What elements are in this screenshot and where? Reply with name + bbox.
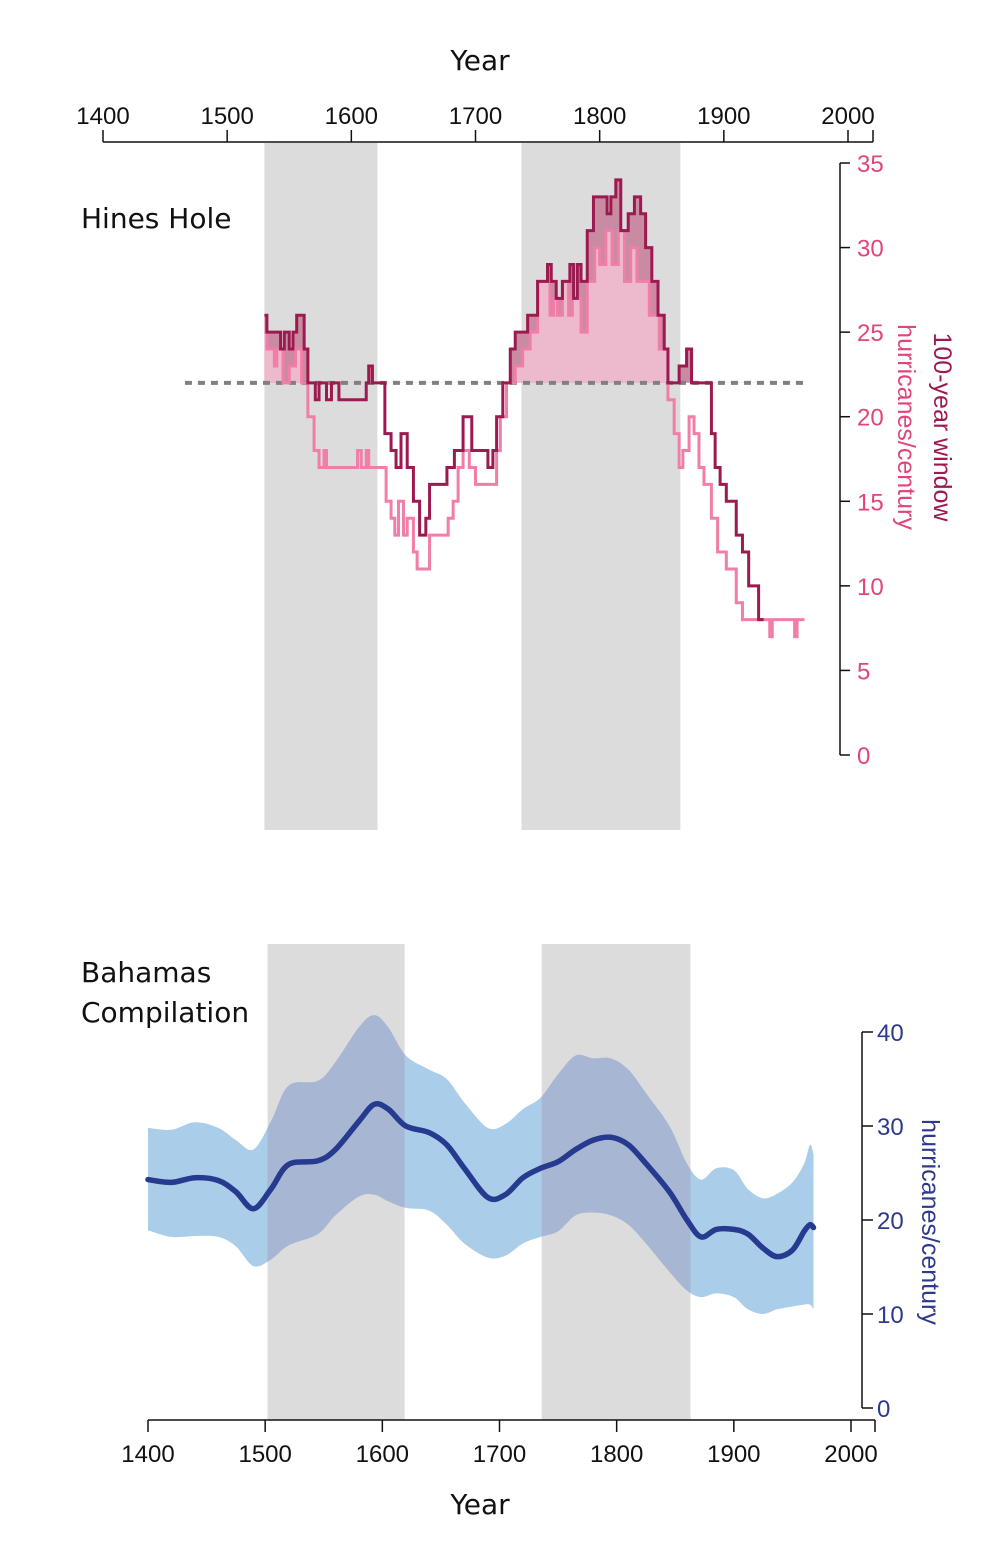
x-tick-label: 1900 bbox=[707, 1441, 760, 1468]
x-tick-label: 2000 bbox=[824, 1441, 877, 1468]
x-tick-label: 1400 bbox=[76, 103, 129, 130]
y-tick-label: 30 bbox=[857, 236, 884, 263]
y-tick-label: 40 bbox=[877, 1020, 904, 1047]
chart-title-line2: Compilation bbox=[81, 996, 249, 1029]
mean-line bbox=[145, 1101, 817, 1260]
bottom-x-axis-title: Year bbox=[449, 1488, 510, 1521]
bottom-x-axis: 1400 1500 1600 1700 1800 1900 2000 bbox=[121, 1419, 878, 1468]
y-tick-label: 5 bbox=[857, 658, 870, 685]
y-tick-label: 15 bbox=[857, 489, 884, 516]
y-tick-label: 10 bbox=[877, 1302, 904, 1329]
light-series-fill bbox=[264, 230, 668, 383]
y-tick-label: 20 bbox=[877, 1208, 904, 1235]
dark-series-line bbox=[264, 178, 764, 622]
x-tick-label: 1900 bbox=[697, 103, 750, 130]
bottom-y-axis-title: hurricanes/century bbox=[916, 1119, 944, 1325]
y-tick-label: 25 bbox=[857, 320, 884, 347]
x-tick-label: 1600 bbox=[356, 1441, 409, 1468]
x-tick-label: 1700 bbox=[449, 103, 502, 130]
chart-title-line1: Bahamas bbox=[81, 956, 211, 989]
y-tick-label: 35 bbox=[857, 151, 884, 178]
y-tick-label: 30 bbox=[877, 1114, 904, 1141]
chart-title-hines-hole: Hines Hole bbox=[81, 202, 232, 235]
y-axis-title-line1: 100-year window bbox=[928, 333, 956, 523]
confidence-band-area bbox=[148, 1015, 814, 1314]
y-tick-label: 0 bbox=[857, 743, 870, 770]
x-tick-label: 1600 bbox=[325, 103, 378, 130]
top-x-axis-title: Year bbox=[449, 44, 510, 77]
mean-line-group bbox=[145, 1101, 817, 1260]
bahamas-compilation-chart: 1400 1500 1600 1700 1800 1900 2000 0 10 20 30 40 Y… bbox=[81, 944, 944, 1521]
x-tick-label: 1500 bbox=[200, 103, 253, 130]
y-tick-label: 10 bbox=[857, 574, 884, 601]
top-x-axis: 1400 1500 1600 1700 1800 1900 2000 bbox=[76, 103, 875, 143]
x-tick-label: 1500 bbox=[238, 1441, 291, 1468]
x-tick-label: 1400 bbox=[121, 1441, 174, 1468]
y-tick-label: 20 bbox=[857, 405, 884, 432]
series-lines bbox=[264, 178, 805, 639]
top-y-axis: 0 5 10 15 20 25 30 35 bbox=[839, 151, 884, 770]
x-tick-label: 1800 bbox=[573, 103, 626, 130]
light-series-line bbox=[264, 229, 805, 639]
x-tick-label: 2000 bbox=[821, 103, 874, 130]
hines-hole-chart: 1400 1500 1600 1700 1800 1900 2000 0 5 10 15 20 25 3… bbox=[76, 44, 956, 830]
y-tick-label: 0 bbox=[877, 1396, 890, 1423]
x-tick-label: 1700 bbox=[473, 1441, 526, 1468]
shaded-period bbox=[264, 143, 378, 830]
x-tick-label: 1800 bbox=[590, 1441, 643, 1468]
y-axis-title-line2: hurricanes/century bbox=[892, 324, 920, 530]
bottom-y-axis: 0 10 20 30 40 bbox=[861, 1020, 904, 1423]
